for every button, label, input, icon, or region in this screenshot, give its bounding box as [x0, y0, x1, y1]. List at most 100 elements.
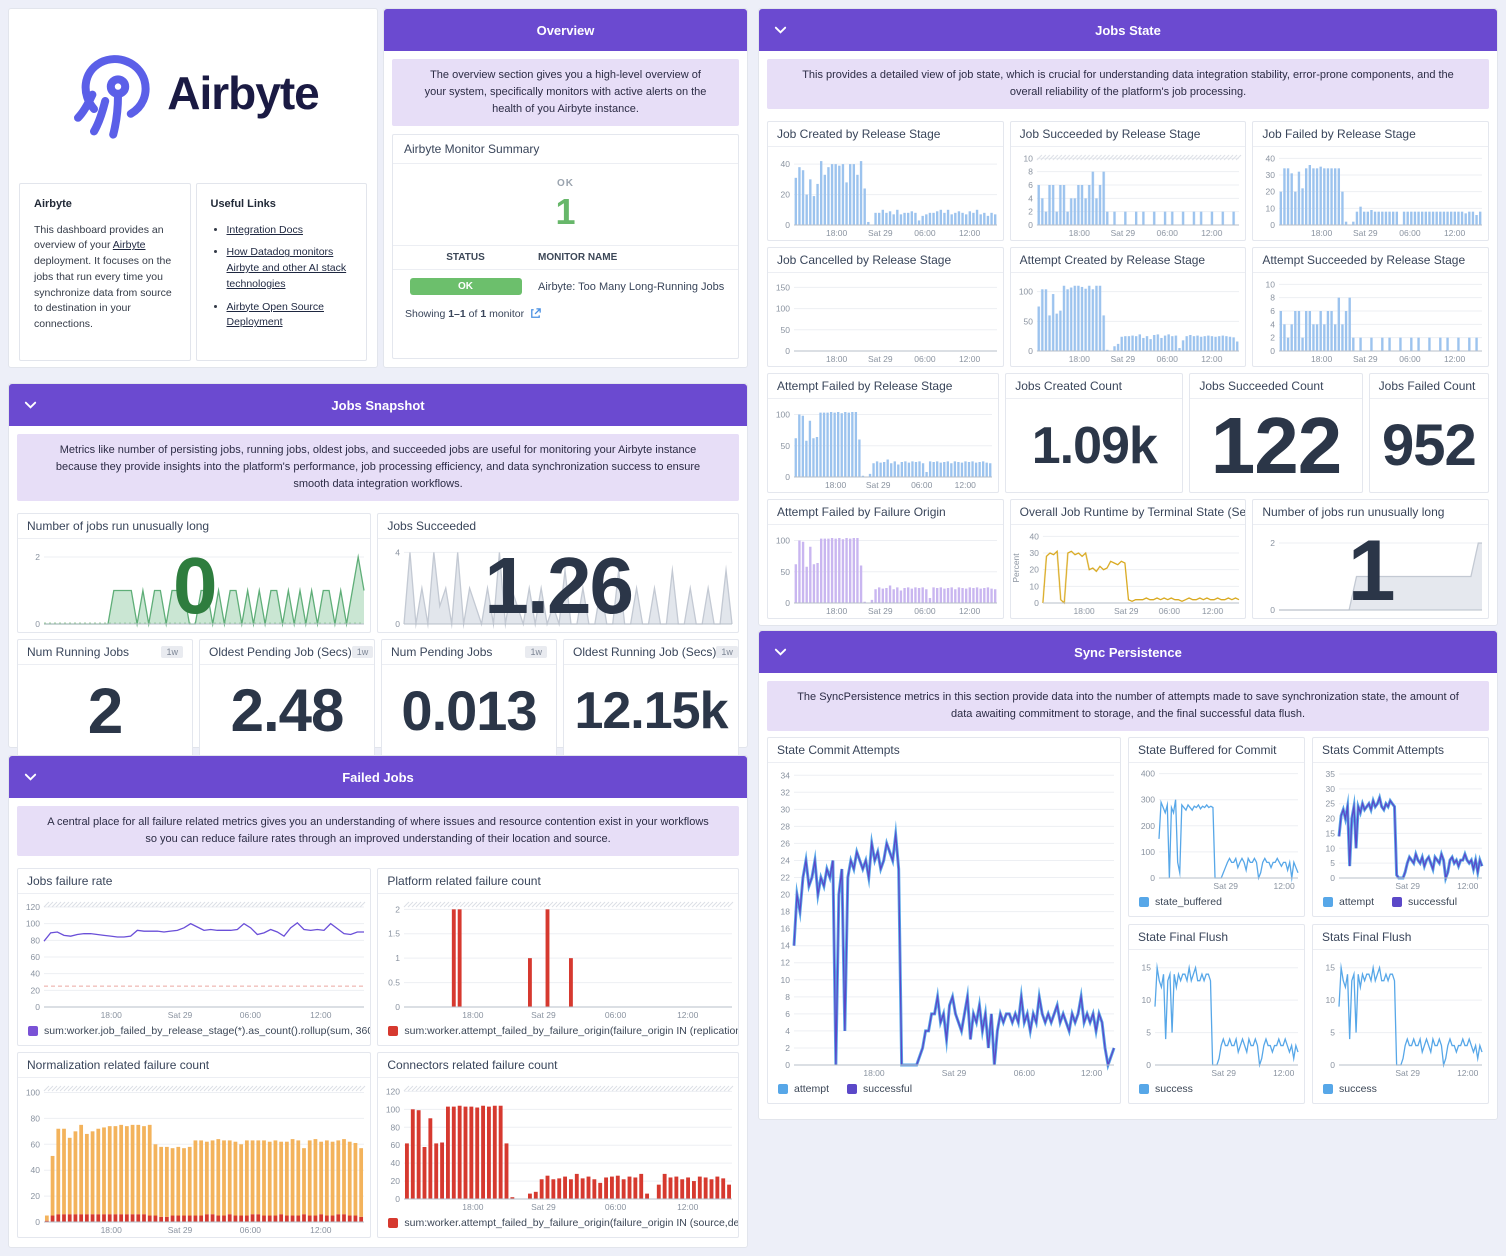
attempt-succeeded-chart[interactable] [1253, 273, 1488, 367]
attempt-created-chart[interactable] [1010, 273, 1246, 367]
query-value-num-running: Num Running Jobs 1w 2 [17, 639, 193, 758]
chart-panel-job-succeeded: Job Succeeded by Release Stage [1009, 121, 1247, 242]
chart-title: Attempt Failed by Release Stage [768, 374, 999, 400]
legend-swatch [1392, 897, 1403, 908]
chart-panel-platform-failures: Platform related failure count sum:worke… [377, 868, 739, 1047]
jobs-snapshot-title: Jobs Snapshot [331, 397, 425, 413]
legend-label[interactable]: sum:worker.job_failed_by_release_stage(*… [44, 1025, 370, 1038]
about-text: deployment. It focuses on the jobs that … [34, 255, 172, 330]
monitor-ok-label: OK [557, 178, 574, 190]
chart-title: State Commit Attempts [768, 738, 1120, 764]
chart-title: Platform related failure count [378, 869, 738, 895]
job-failed-chart[interactable] [1253, 147, 1488, 241]
job-created-chart[interactable] [768, 147, 1003, 241]
jobs-state-section: Jobs State This provides a detailed view… [758, 8, 1498, 626]
collapse-chevron-icon[interactable] [773, 645, 788, 660]
state-final-flush-chart[interactable] [1129, 950, 1304, 1081]
monitor-summary-title: Airbyte Monitor Summary [393, 135, 738, 165]
legend-label[interactable]: attempt [794, 1083, 830, 1096]
chart-panel-normalization-failures: Normalization related failure count [17, 1052, 372, 1239]
job-succeeded-chart[interactable] [1010, 147, 1246, 241]
legend-swatch [28, 1026, 38, 1037]
collapse-chevron-icon[interactable] [773, 23, 788, 38]
state-buffered-chart[interactable] [1129, 763, 1304, 894]
sync-persistence-header: Sync Persistence [759, 631, 1497, 673]
query-value-number: 952 [1381, 413, 1477, 479]
overview-section: Overview The overview section gives you … [383, 8, 748, 368]
chart-title: State Final Flush [1129, 925, 1304, 951]
overview-note: The overview section gives you a high-le… [392, 59, 739, 127]
link-integration-docs[interactable]: Integration Docs [226, 223, 303, 236]
failure-rate-chart[interactable] [18, 894, 371, 1023]
query-value-number: 2.48 [230, 677, 345, 745]
chart-panel-runtime: Overall Job Runtime by Terminal State (S… [1009, 499, 1247, 620]
timeframe-badge: 1w [525, 646, 547, 659]
legend-label[interactable]: state_buffered [1155, 896, 1222, 909]
legend-label[interactable]: attempt [1339, 896, 1375, 909]
chart-panel-job-cancelled: Job Cancelled by Release Stage [767, 247, 1004, 368]
sync-persistence-title: Sync Persistence [1074, 644, 1182, 660]
connectors-failures-chart[interactable] [378, 1078, 738, 1215]
useful-links-box: Useful Links Integration Docs How Datado… [195, 183, 367, 361]
unusual-jobs-chart[interactable] [18, 539, 371, 633]
chart-title: Connectors related failure count [378, 1053, 738, 1079]
external-link-icon[interactable] [529, 307, 542, 320]
legend-label[interactable]: success [1155, 1083, 1193, 1096]
query-value-title: Jobs Failed Count [1369, 374, 1488, 400]
chart-title: Normalization related failure count [18, 1053, 371, 1079]
chart-panel-stats-commit: Stats Commit Attempts attempt successful [1312, 737, 1489, 918]
legend-label[interactable]: success [1339, 1083, 1377, 1096]
link-open-source-deployment[interactable]: Airbyte Open Source Deployment [226, 300, 324, 329]
attempt-failed-origin-chart[interactable] [768, 525, 1003, 619]
status-ok-pill: OK [409, 278, 522, 296]
failed-jobs-section: Failed Jobs A central place for all fail… [8, 755, 748, 1248]
monitor-table-header: STATUS MONITOR NAME [393, 245, 738, 271]
monitor-footer: Showing 1–1 of 1 monitor [393, 299, 738, 328]
about-box: Airbyte This dashboard provides an overv… [19, 183, 191, 361]
query-value-title: Jobs Succeeded Count [1190, 374, 1362, 400]
jobs-state-header: Jobs State [759, 9, 1497, 51]
collapse-chevron-icon[interactable] [23, 398, 38, 413]
unusual-jobs-chart[interactable] [1253, 525, 1488, 619]
legend-label[interactable]: successful [863, 1083, 913, 1096]
useful-links-title: Useful Links [210, 198, 276, 210]
query-value-title: Jobs Created Count [1006, 374, 1183, 400]
failed-jobs-title: Failed Jobs [342, 769, 414, 785]
stats-commit-chart[interactable] [1313, 763, 1488, 894]
attempt-failed-stage-chart[interactable] [768, 399, 999, 493]
airbyte-inline-link[interactable]: Airbyte [112, 239, 146, 252]
status-column-header: STATUS [446, 252, 485, 264]
legend-label[interactable]: sum:worker.attempt_failed_by_failure_ori… [404, 1025, 738, 1038]
jobs-succeeded-chart[interactable] [378, 539, 738, 633]
chart-panel-attempt-created: Attempt Created by Release Stage [1009, 247, 1247, 368]
timeframe-badge: 1w [716, 646, 738, 659]
monitor-summary-panel: Airbyte Monitor Summary OK 1 STATUS MONI… [392, 134, 739, 359]
logo-card: Airbyte Airbyte This dashboard provides … [8, 8, 378, 368]
link-datadog-monitors[interactable]: How Datadog monitors Airbyte and other A… [226, 246, 347, 290]
collapse-chevron-icon[interactable] [23, 770, 38, 785]
stats-final-flush-chart[interactable] [1313, 950, 1488, 1081]
brand-name: Airbyte [167, 67, 319, 119]
normalization-failures-chart[interactable] [18, 1078, 371, 1238]
platform-failures-chart[interactable] [378, 894, 738, 1023]
useful-links-list: Integration Docs How Datadog monitors Ai… [211, 223, 353, 332]
chart-title: Job Created by Release Stage [768, 122, 1003, 148]
chart-title: Number of jobs run unusually long [1253, 500, 1488, 526]
jobs-snapshot-header: Jobs Snapshot [9, 384, 747, 426]
chart-panel-attempt-failed-origin: Attempt Failed by Failure Origin [767, 499, 1004, 620]
legend-label[interactable]: successful [1408, 896, 1458, 909]
timeframe-badge: 1w [161, 646, 183, 659]
name-column-header: MONITOR NAME [538, 252, 618, 264]
runtime-chart[interactable] [1010, 525, 1246, 619]
job-cancelled-chart[interactable] [768, 273, 1003, 367]
chart-panel-stats-final-flush: Stats Final Flush success [1312, 924, 1489, 1105]
query-value-number: 2 [87, 674, 124, 747]
legend-swatch [1139, 1084, 1149, 1095]
legend-swatch [388, 1026, 399, 1037]
query-value-title: Oldest Pending Job (Secs) [209, 645, 352, 660]
state-commit-chart[interactable] [768, 763, 1120, 1081]
legend-label[interactable]: sum:worker.attempt_failed_by_failure_ori… [404, 1217, 738, 1230]
monitor-name-link[interactable]: Airbyte: Too Many Long-Running Jobs [538, 280, 725, 293]
chart-panel-attempt-succeeded: Attempt Succeeded by Release Stage [1252, 247, 1489, 368]
query-value-number: 1.09k [1031, 416, 1158, 475]
